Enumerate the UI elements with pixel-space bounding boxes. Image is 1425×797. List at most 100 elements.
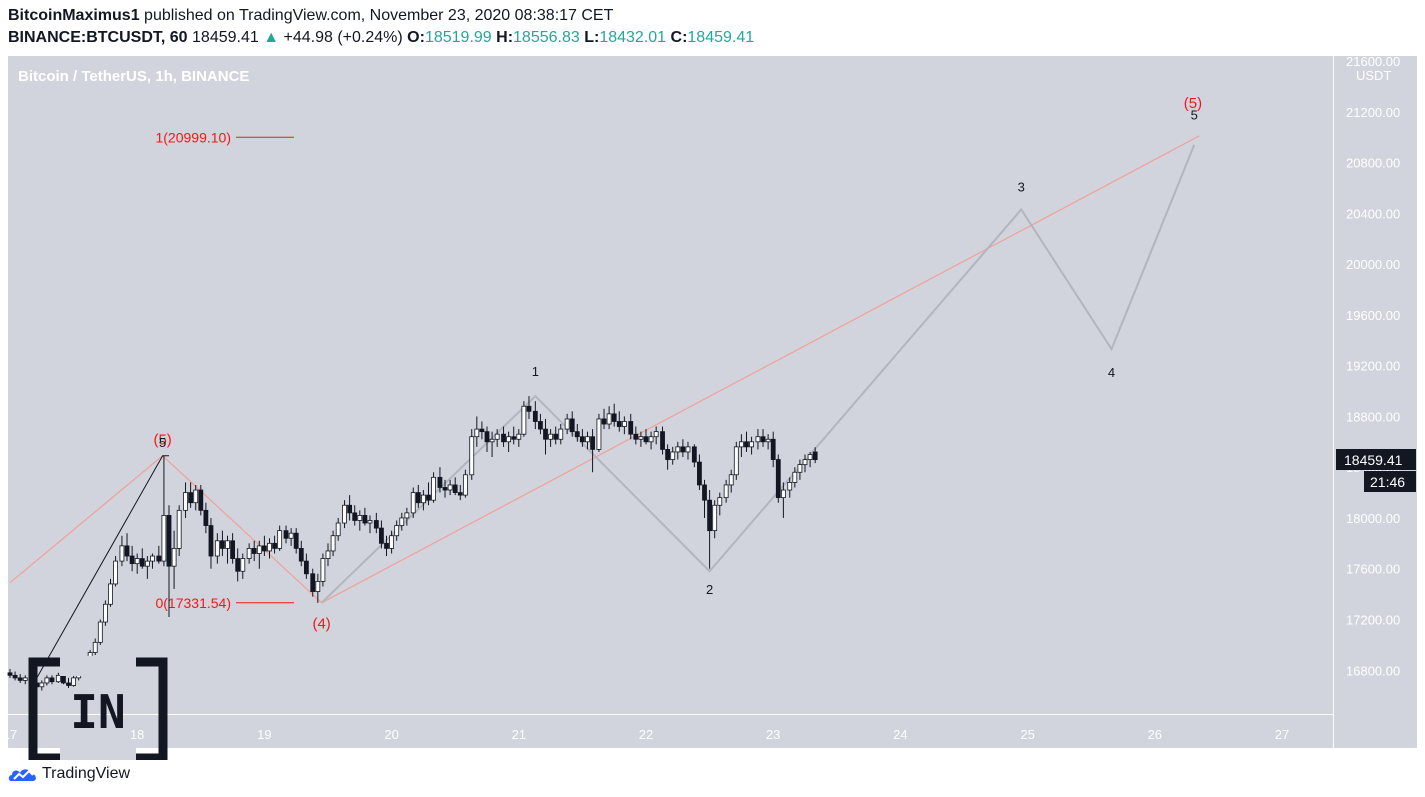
candle-body	[161, 515, 167, 562]
candle-body	[220, 540, 225, 549]
candle-body	[325, 550, 331, 559]
annotation-lines[interactable]: 1(20999.10) 0(17331.54)	[9, 129, 1200, 681]
candle-body	[532, 410, 538, 422]
candle-body	[373, 520, 379, 529]
wave-label-black[interactable]: 4	[1108, 365, 1115, 380]
candle-body	[426, 494, 431, 501]
ohlc-line: BINANCE:BTCUSDT, 60 18459.41 ▲ +44.98 (+…	[8, 29, 754, 47]
close-value: 18459.41	[687, 29, 755, 46]
candle-body	[628, 421, 634, 435]
wave-label-red[interactable]: (5)	[153, 431, 171, 448]
candle-body	[638, 436, 644, 440]
candle-body	[394, 525, 400, 537]
publish-line: BitcoinMaximus1 published on TradingView…	[8, 7, 613, 25]
candle-body	[802, 459, 808, 466]
candles	[7, 396, 818, 691]
candle-body	[225, 540, 230, 549]
wave-label-black[interactable]: 3	[1018, 180, 1025, 195]
x-tick-label: 23	[766, 727, 780, 742]
candle-body	[469, 436, 475, 476]
x-tick-label: 26	[1148, 727, 1162, 742]
projected-wave-path[interactable]	[320, 144, 1196, 604]
candle-body	[792, 471, 798, 483]
author-name[interactable]: BitcoinMaximus1	[8, 7, 140, 24]
candle-body	[293, 532, 299, 549]
wave-label-black[interactable]: 1	[532, 364, 539, 379]
candle-body	[516, 433, 522, 440]
candle-body	[150, 555, 155, 562]
cloud-icon	[8, 769, 36, 781]
candle-body	[442, 487, 448, 491]
candle-body	[770, 438, 776, 460]
last-price-tag: 18459.41 21:46	[1336, 449, 1416, 492]
wave-label-black[interactable]: 5	[1191, 107, 1198, 122]
chart-header: BitcoinMaximus1 published on TradingView…	[0, 0, 1425, 56]
wave-4-leg[interactable]	[162, 455, 323, 604]
candle-body	[665, 449, 671, 460]
candle-body	[526, 405, 532, 412]
fib-level-label: 1(20999.10)	[155, 129, 231, 145]
wave-label-red[interactable]: (5)	[1184, 95, 1202, 112]
candle-body	[457, 492, 463, 496]
candle-body	[171, 548, 177, 567]
wave-5-leg[interactable]	[35, 455, 169, 681]
in-logo-gap-bottom	[60, 746, 136, 760]
candle-body	[452, 484, 458, 493]
plot-area[interactable]	[8, 56, 1333, 714]
candle-body	[246, 548, 252, 559]
wave-label-black[interactable]: 2	[706, 582, 713, 597]
last-price-box	[1336, 449, 1416, 470]
in-logo-gap-top	[60, 656, 136, 676]
tradingview-logo[interactable]: TradingView	[8, 763, 130, 785]
price-axis[interactable]	[1333, 56, 1417, 748]
candle-body	[193, 489, 199, 504]
in-logo-text: IN	[70, 685, 125, 739]
candle-body	[134, 558, 140, 565]
candle-body	[616, 421, 622, 427]
candle-body	[760, 436, 766, 443]
wave-label-red[interactable]: (4)	[312, 615, 330, 632]
candle-body	[208, 525, 214, 557]
candle-body	[780, 489, 786, 499]
candle-body	[739, 441, 744, 448]
up-arrow-icon: ▲	[263, 29, 280, 46]
candle-body	[601, 418, 607, 425]
candle-body	[119, 545, 125, 562]
in-logo: IN	[28, 656, 168, 760]
candle-body	[22, 677, 28, 681]
candle-body	[183, 492, 188, 511]
channel-line[interactable]	[9, 455, 164, 584]
x-tick-label: 18	[130, 727, 144, 742]
open-value: 18519.99	[424, 29, 492, 46]
wave-label-black[interactable]: 5	[159, 435, 166, 450]
y-tick-label: 18800.00	[1346, 409, 1400, 424]
candle-body	[320, 558, 326, 582]
y-tick-label: 20400.00	[1346, 206, 1400, 221]
candle-body	[389, 535, 395, 549]
candle-body	[97, 621, 103, 643]
candle-body	[188, 492, 194, 504]
price-chart[interactable]: 16800.0017200.0017600.0018000.0018400.00…	[0, 56, 1425, 760]
candle-body	[675, 446, 681, 453]
candle-body	[775, 459, 781, 499]
channel-line[interactable]	[321, 135, 1200, 604]
candle-body	[240, 558, 246, 572]
candle-body	[303, 560, 309, 575]
candle-body	[431, 476, 436, 501]
candle-body	[71, 677, 76, 686]
time-axis[interactable]	[8, 714, 1333, 748]
candle-body	[717, 497, 723, 506]
candle-body	[420, 494, 426, 504]
candle-body	[347, 504, 353, 514]
candle-body	[479, 428, 485, 433]
candle-body	[685, 446, 691, 453]
candle-body	[462, 474, 468, 496]
candle-body	[543, 428, 548, 440]
candle-body	[176, 509, 182, 549]
candle-body	[166, 515, 172, 567]
candle-body	[611, 413, 617, 422]
candle-body	[103, 603, 108, 623]
candle-body	[283, 530, 289, 539]
candle-body	[108, 583, 113, 605]
